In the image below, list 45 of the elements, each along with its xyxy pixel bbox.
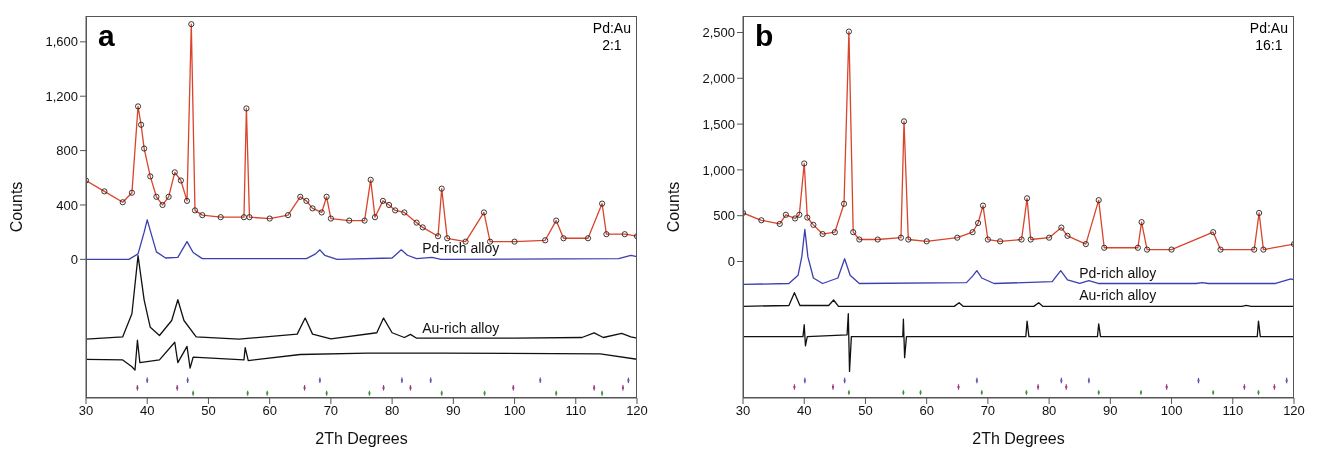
x-tick-label: 100 <box>503 403 526 419</box>
series-label: Pd-rich alloy <box>1078 265 1158 282</box>
annotation: 16:1 <box>1254 37 1284 54</box>
x-tick-label: 120 <box>1283 403 1305 419</box>
x-tick-label: 120 <box>626 403 648 419</box>
x-axis-title: 2Th Degrees <box>315 430 408 447</box>
x-tick-label: 100 <box>1160 403 1183 419</box>
x-tick-label: 40 <box>139 403 155 419</box>
series-label: Au-rich alloy <box>1078 287 1158 304</box>
x-tick-label: 90 <box>1103 403 1118 419</box>
x-tick-label: 70 <box>980 403 996 419</box>
y-tick-label: 0 <box>70 251 78 267</box>
x-axis-title: 2Th Degrees <box>972 430 1065 447</box>
x-tick-label: 50 <box>858 403 873 419</box>
y-axis-title: Counts <box>7 181 25 233</box>
y-tick-label: 400 <box>56 197 78 213</box>
x-tick-label: 40 <box>796 403 812 419</box>
annotation: Pd:Au <box>1249 20 1288 37</box>
series-label: Pd-rich alloy <box>421 240 501 257</box>
annotation: Pd:Au <box>592 20 631 37</box>
annotation: a <box>98 19 115 52</box>
annotation: 2:1 <box>601 37 623 54</box>
x-tick-label: 60 <box>262 403 277 419</box>
x-tick-label: 110 <box>1222 403 1244 419</box>
y-tick-label: 1,200 <box>45 88 78 104</box>
y-tick-label: 0 <box>727 254 735 270</box>
x-tick-label: 60 <box>919 403 934 419</box>
y-tick-label: 800 <box>56 143 78 159</box>
y-tick-label: 1,500 <box>702 116 735 132</box>
x-tick-label: 70 <box>323 403 339 419</box>
y-tick-label: 1,000 <box>702 162 735 178</box>
x-tick-label: 30 <box>735 403 751 419</box>
x-tick-label: 80 <box>1041 403 1057 419</box>
y-tick-label: 500 <box>713 208 735 224</box>
x-tick-label: 110 <box>565 403 587 419</box>
annotation: b <box>755 19 774 52</box>
y-tick-label: 2,000 <box>702 70 735 86</box>
x-tick-label: 30 <box>78 403 94 419</box>
y-tick-label: 2,500 <box>702 25 735 41</box>
y-tick-label: 1,600 <box>45 34 78 50</box>
x-tick-label: 50 <box>201 403 216 419</box>
x-tick-label: 80 <box>384 403 400 419</box>
series-label: Au-rich alloy <box>421 320 501 337</box>
x-tick-label: 90 <box>446 403 461 419</box>
y-axis-title: Counts <box>664 181 682 233</box>
